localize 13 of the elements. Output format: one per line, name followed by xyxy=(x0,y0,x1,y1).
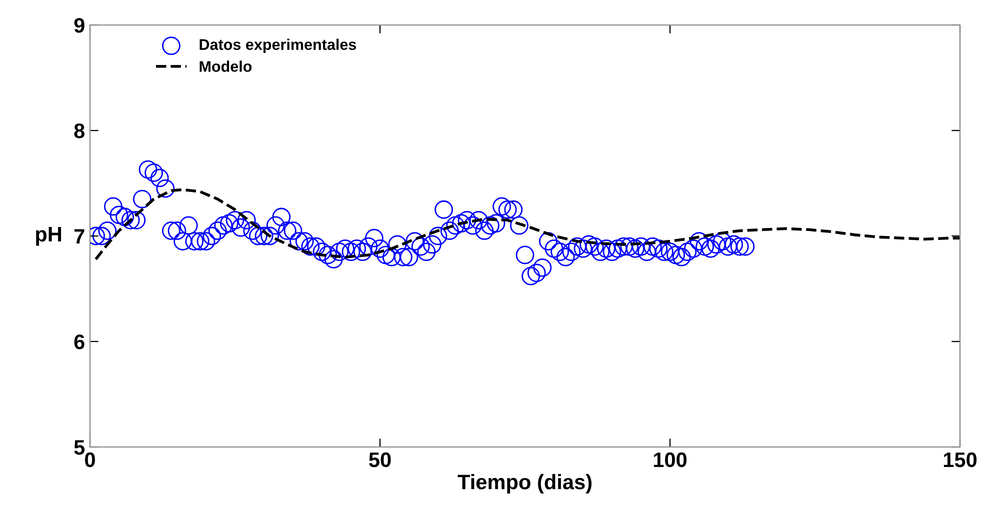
y-tick-label: 6 xyxy=(74,334,84,350)
x-tick-label: 50 xyxy=(369,452,391,468)
x-tick-label: 0 xyxy=(85,452,95,468)
x-tick-label: 150 xyxy=(944,452,977,468)
y-tick-label: 8 xyxy=(74,124,84,138)
legend-label: Datos experimentales xyxy=(200,38,356,53)
y-axis-title: pH xyxy=(36,227,62,246)
x-tick-label: 100 xyxy=(654,452,687,468)
y-tick-label: 5 xyxy=(74,440,85,455)
y-tick-label: 9 xyxy=(74,18,84,33)
legend-label: Modelo xyxy=(200,60,252,72)
y-tick-label: 7 xyxy=(74,229,84,244)
x-axis-title: Tiempo (dias) xyxy=(458,474,592,494)
